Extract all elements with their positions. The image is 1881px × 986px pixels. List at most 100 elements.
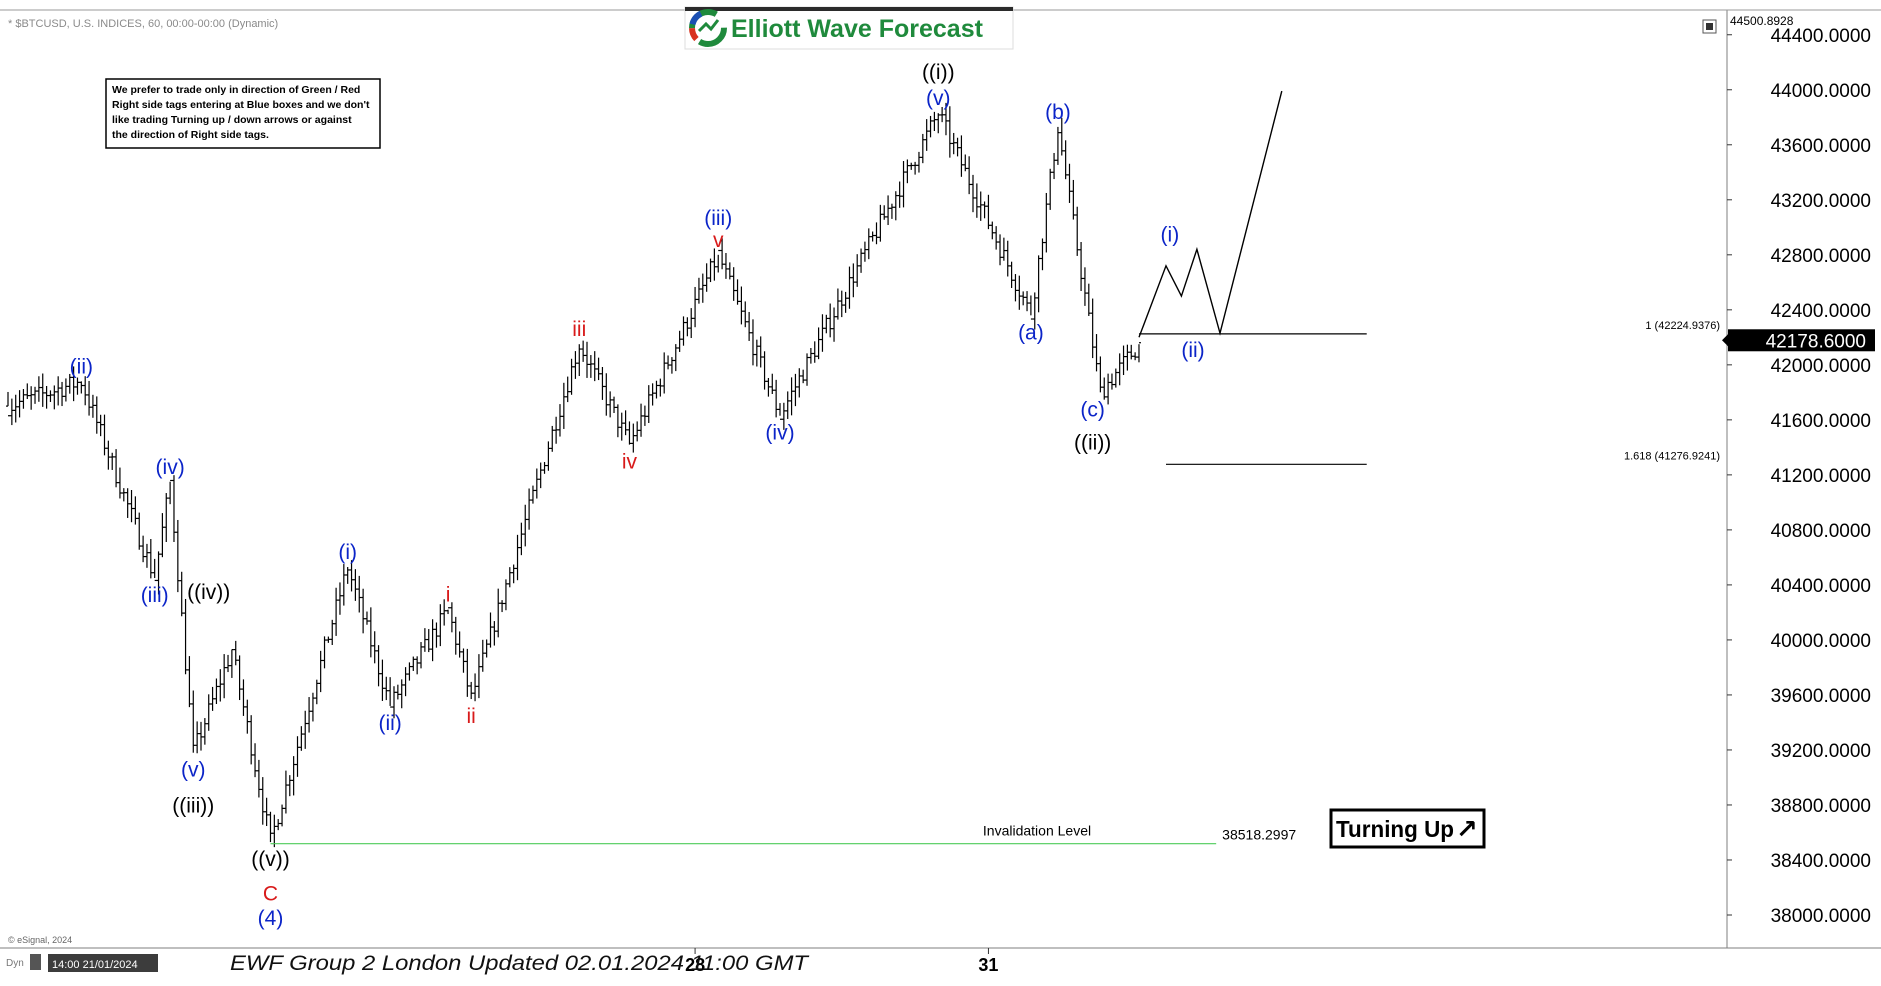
ohlc-bar	[102, 414, 107, 456]
ohlc-bar	[349, 560, 354, 592]
ohlc-bar	[778, 403, 782, 420]
ohlc-bar	[662, 352, 667, 394]
wave-label: (iii)	[704, 207, 732, 230]
ohlc-bar	[542, 461, 547, 474]
ohlc-bar	[889, 203, 894, 219]
ohlc-bar	[905, 159, 910, 184]
ohlc-bar	[422, 628, 427, 652]
ohlc-bar	[199, 721, 203, 751]
ohlc-bar	[411, 656, 416, 671]
ohlc-bar	[137, 512, 142, 550]
y-tick-label: 41600.0000	[1771, 411, 1871, 432]
ohlc-bar	[569, 358, 574, 395]
ohlc-bar	[600, 367, 605, 400]
ohlc-bar	[160, 513, 165, 558]
ohlc-bar	[550, 425, 555, 452]
ohlc-bar	[303, 710, 308, 749]
ohlc-bar	[141, 535, 146, 563]
ohlc-bar	[399, 679, 404, 709]
badge-frame	[1329, 808, 1486, 849]
brand-top-strip	[685, 7, 1013, 11]
last-price-value: 42178.6000	[1766, 331, 1866, 352]
top-price-label: 44500.8928	[1730, 14, 1794, 28]
wave-label: C	[263, 882, 278, 905]
last-price-pointer	[1722, 333, 1729, 348]
copyright: © eSignal, 2024	[8, 935, 72, 945]
ohlc-bar	[627, 421, 632, 445]
ohlc-bar	[963, 154, 968, 172]
ohlc-bar	[480, 639, 485, 672]
ohlc-bar	[260, 777, 265, 825]
y-tick-label: 40800.0000	[1771, 521, 1871, 542]
y-tick-label: 44400.0000	[1771, 26, 1871, 47]
ohlc-bar	[1098, 356, 1103, 393]
invalidation-caption: Invalidation Level	[983, 823, 1091, 839]
ohlc-bar	[1102, 377, 1107, 400]
cursor-date: 14:00 21/01/2024	[52, 959, 138, 971]
y-tick-label: 42400.0000	[1771, 301, 1871, 322]
ohlc-bar	[1063, 140, 1068, 180]
ohlc-bar	[457, 631, 462, 658]
ohlc-bar	[110, 452, 115, 470]
ohlc-bar	[1021, 291, 1026, 306]
ohlc-bar	[6, 391, 10, 417]
ohlc-bar	[824, 314, 829, 334]
ohlc-bar	[681, 316, 686, 346]
ohlc-bar	[63, 378, 68, 402]
badge-arrow-icon: ↗	[1456, 815, 1478, 845]
ohlc-bar	[372, 631, 377, 664]
y-tick-label: 42800.0000	[1771, 246, 1871, 267]
ohlc-bar	[114, 449, 119, 488]
ohlc-bar	[148, 539, 153, 579]
ohlc-bar	[229, 648, 234, 678]
ohlc-bar	[361, 588, 366, 634]
wave-label: (v)	[926, 87, 951, 110]
ohlc-bar	[488, 612, 493, 648]
ohlc-bar	[557, 404, 562, 437]
ohlc-bar	[1129, 344, 1134, 360]
ohlc-bar	[1079, 242, 1084, 292]
ohlc-bar	[473, 673, 478, 702]
note-line-2: Right side tags entering at Blue boxes a…	[112, 99, 370, 111]
ohlc-bar	[191, 690, 196, 753]
ohlc-bar	[376, 645, 381, 687]
wave-label: ((ii))	[1074, 431, 1111, 454]
ohlc-bar	[943, 102, 948, 136]
wave-label: (iv)	[156, 456, 185, 479]
ohlc-bar	[291, 756, 296, 796]
wave-label: (iii)	[141, 584, 169, 607]
ohlc-bar	[585, 341, 589, 378]
ohlc-bar	[612, 396, 617, 414]
note-line-3: like trading Turning up / down arrows or…	[112, 114, 352, 126]
ohlc-bar	[453, 616, 458, 655]
price-axis: 38000.0000 38400.0000 38800.0000 39200.0000…	[1722, 14, 1875, 927]
ohlc-bar	[48, 390, 53, 402]
wave-label: i	[446, 584, 451, 607]
ohlc-bar	[519, 522, 524, 556]
ohlc-bar	[608, 391, 613, 418]
ohlc-bar	[735, 279, 740, 305]
ohlc-bar	[990, 221, 995, 240]
ohlc-bar	[36, 376, 41, 402]
ohlc-bar	[1017, 275, 1022, 310]
ohlc-bar	[17, 390, 22, 418]
ohlc-bar	[689, 308, 694, 339]
wave-label: iv	[622, 451, 638, 474]
window-restore-icon[interactable]	[1702, 19, 1717, 34]
ohlc-bar	[677, 330, 682, 352]
ohlc-bar	[754, 339, 759, 367]
ohlc-bar	[700, 273, 705, 303]
ohlc-bar	[307, 697, 312, 733]
ohlc-bar	[832, 307, 837, 342]
ohlc-bar	[465, 648, 470, 697]
ohlc-bar	[554, 416, 559, 444]
ohlc-bar	[615, 404, 620, 438]
ohlc-bar	[874, 222, 879, 245]
y-tick-label: 39600.0000	[1771, 686, 1871, 707]
ohlc-bar	[175, 519, 180, 593]
wave-label: (ii)	[70, 355, 93, 378]
ohlc-bar	[766, 377, 771, 397]
y-tick-label: 44000.0000	[1771, 81, 1871, 102]
ohlc-bar	[52, 385, 57, 410]
